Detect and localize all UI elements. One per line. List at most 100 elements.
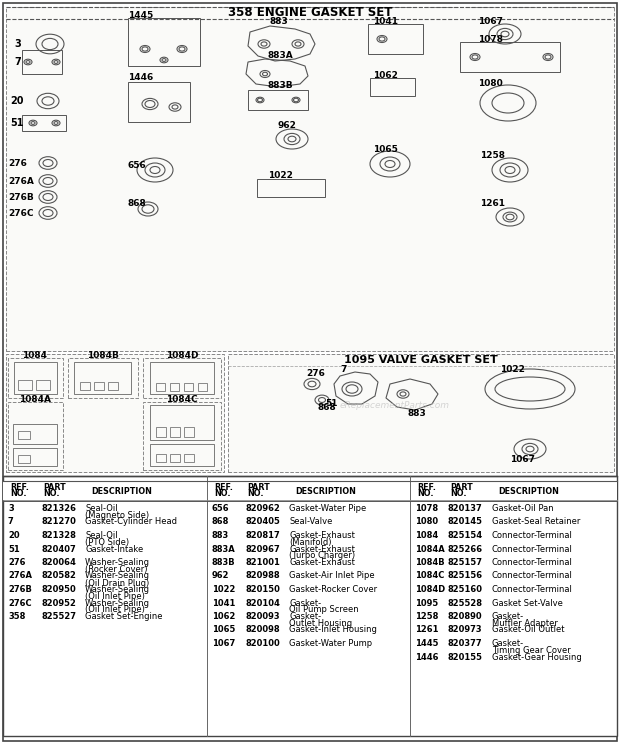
Text: 20: 20: [10, 96, 24, 106]
Bar: [74, 362, 131, 394]
Bar: [368, 24, 423, 54]
Text: REF.: REF.: [214, 484, 233, 493]
Text: 1084B: 1084B: [87, 350, 119, 359]
Bar: [13, 424, 57, 444]
Bar: [36, 380, 50, 390]
Text: 1084: 1084: [415, 531, 438, 540]
Text: 656: 656: [128, 161, 147, 170]
Text: 1084: 1084: [22, 350, 48, 359]
Text: 1084D: 1084D: [415, 585, 445, 594]
Text: Gasket-: Gasket-: [289, 598, 321, 608]
Text: 820104: 820104: [245, 598, 280, 608]
Text: 1041: 1041: [212, 598, 236, 608]
Text: 276: 276: [8, 558, 25, 567]
Text: 883: 883: [212, 531, 229, 540]
Text: 1080: 1080: [478, 79, 503, 88]
Bar: [170, 427, 180, 437]
Bar: [370, 78, 415, 96]
Bar: [94, 382, 104, 390]
Bar: [198, 383, 207, 391]
Text: 1080: 1080: [415, 518, 438, 527]
Bar: [8, 402, 63, 470]
Text: 1261: 1261: [415, 626, 438, 635]
Text: Gasket-: Gasket-: [289, 612, 321, 621]
Text: Oil Pump Screen: Oil Pump Screen: [289, 606, 358, 615]
Text: 1078: 1078: [478, 34, 503, 43]
Text: Outlet Housing: Outlet Housing: [289, 619, 352, 628]
Text: 1095: 1095: [415, 598, 438, 608]
Text: Gasket-Rocker Cover: Gasket-Rocker Cover: [289, 585, 377, 594]
Bar: [22, 50, 62, 74]
Text: 1078: 1078: [415, 504, 438, 513]
Text: NO.: NO.: [417, 490, 433, 498]
Text: 1062: 1062: [373, 71, 398, 80]
Text: NO.: NO.: [10, 490, 27, 498]
Text: 276A: 276A: [8, 571, 32, 580]
Text: 820582: 820582: [41, 571, 76, 580]
Text: Gasket-Seal Retainer: Gasket-Seal Retainer: [492, 518, 580, 527]
Text: Washer-Sealing: Washer-Sealing: [85, 585, 150, 594]
Text: 51: 51: [8, 545, 20, 554]
Text: (Oil Inlet Pipe): (Oil Inlet Pipe): [85, 606, 145, 615]
Text: 276C: 276C: [8, 598, 32, 608]
Text: 1445: 1445: [415, 639, 438, 648]
Text: 1084D: 1084D: [166, 350, 198, 359]
Text: Muffler Adapter: Muffler Adapter: [492, 619, 558, 628]
Bar: [13, 448, 57, 466]
Text: 883: 883: [270, 18, 289, 27]
Bar: [184, 427, 194, 437]
Bar: [170, 454, 180, 462]
Bar: [228, 354, 614, 472]
Text: 7: 7: [8, 518, 14, 527]
Text: 820064: 820064: [41, 558, 76, 567]
Text: NO.: NO.: [214, 490, 231, 498]
Text: 825157: 825157: [448, 558, 483, 567]
Text: 962: 962: [212, 571, 229, 580]
Text: eReplacementParts.com: eReplacementParts.com: [340, 402, 450, 411]
Text: 276B: 276B: [8, 585, 32, 594]
Bar: [156, 383, 165, 391]
Text: 820137: 820137: [448, 504, 483, 513]
Bar: [3, 476, 617, 736]
Text: 276A: 276A: [8, 176, 34, 185]
Text: 820407: 820407: [41, 545, 76, 554]
Bar: [18, 455, 30, 463]
Text: (Rocker Cover): (Rocker Cover): [85, 565, 148, 574]
Text: Gasket-: Gasket-: [492, 639, 524, 648]
Bar: [460, 42, 560, 72]
Text: 962: 962: [278, 121, 297, 130]
Text: 825154: 825154: [448, 531, 483, 540]
Text: Connector-Terminal: Connector-Terminal: [492, 558, 573, 567]
Text: 51: 51: [325, 400, 337, 408]
Text: Seal-Valve: Seal-Valve: [289, 518, 332, 527]
Text: 825156: 825156: [448, 571, 483, 580]
Bar: [248, 90, 308, 110]
Text: 1022: 1022: [212, 585, 236, 594]
Text: PART: PART: [247, 484, 270, 493]
Text: 820093: 820093: [245, 612, 280, 621]
Text: NO.: NO.: [43, 490, 60, 498]
Text: 1261: 1261: [480, 199, 505, 208]
Text: 1446: 1446: [128, 74, 153, 83]
Text: 820962: 820962: [245, 504, 280, 513]
Text: DESCRIPTION: DESCRIPTION: [295, 487, 356, 496]
Text: (Oil Drain Plug): (Oil Drain Plug): [85, 579, 149, 588]
Text: 820145: 820145: [448, 518, 483, 527]
Text: Connector-Terminal: Connector-Terminal: [492, 571, 573, 580]
Text: DESCRIPTION: DESCRIPTION: [91, 487, 152, 496]
Text: Connector-Terminal: Connector-Terminal: [492, 585, 573, 594]
Text: Gasket-Oil Pan: Gasket-Oil Pan: [492, 504, 554, 513]
Bar: [18, 380, 32, 390]
Text: 883: 883: [408, 409, 427, 418]
Text: 820973: 820973: [448, 626, 482, 635]
Text: 820817: 820817: [245, 531, 280, 540]
Text: 1095 VALVE GASKET SET: 1095 VALVE GASKET SET: [344, 355, 498, 365]
Text: DESCRIPTION: DESCRIPTION: [498, 487, 559, 496]
Text: (Magneto Side): (Magneto Side): [85, 511, 149, 520]
Text: (Manifold): (Manifold): [289, 538, 332, 547]
Bar: [128, 82, 190, 122]
Text: 1062: 1062: [212, 612, 236, 621]
Bar: [184, 454, 194, 462]
Bar: [80, 382, 90, 390]
Text: Gasket-Air Inlet Pipe: Gasket-Air Inlet Pipe: [289, 571, 374, 580]
